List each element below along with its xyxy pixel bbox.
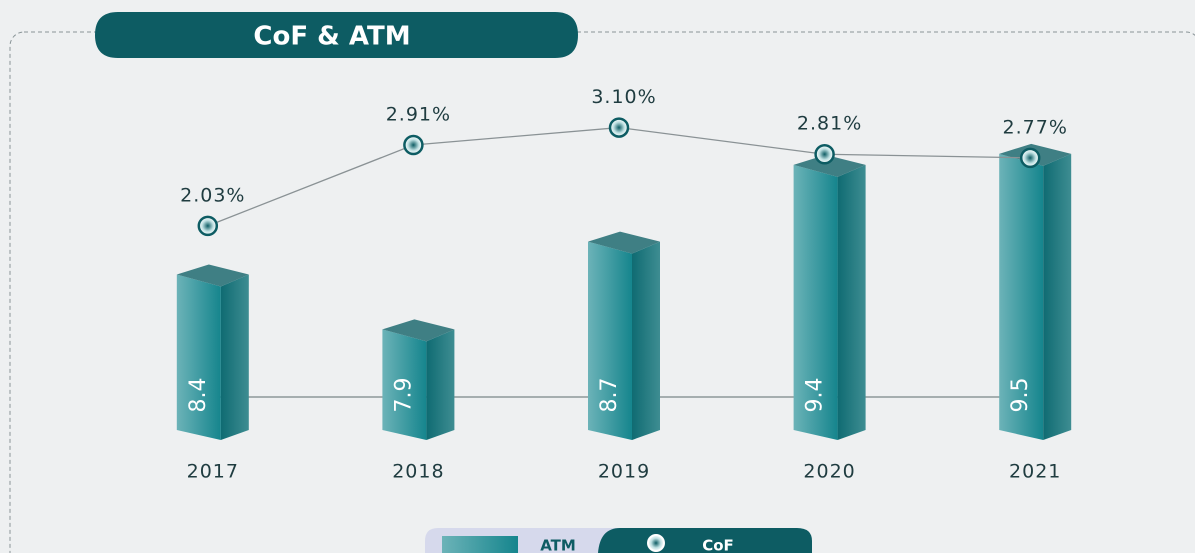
bar-3d [176,264,249,440]
legend-cof-icon [647,534,665,552]
chart-title: CoF & ATM [253,22,410,52]
bar-side [220,274,249,440]
frame [9,31,1195,553]
bar-front [176,274,221,440]
bar-3d [588,231,660,440]
bar-front [588,241,632,440]
cof-value-label: 2.81% [797,113,862,135]
cof-point [814,143,835,165]
bar-side [837,164,866,440]
bar-top [176,264,249,287]
cof-point [197,215,219,237]
x-tick-label: 2021 [1009,461,1061,483]
legend-atm-swatch [442,536,518,553]
x-tick-label: 2018 [392,461,444,483]
cof-value-label: 3.10% [591,86,656,108]
bar-value-label: 8.4 [186,378,211,413]
cof-point [608,117,630,138]
legend-label: ATM [540,537,576,553]
bar-side [426,329,455,440]
bar-front [999,153,1044,440]
cof-point [403,134,424,156]
bar-side [1043,153,1072,440]
bar-3d [382,319,455,440]
cof-value-label: 2.77% [1003,116,1068,138]
bar-value-label: 7.9 [391,378,416,413]
bar-value-label: 9.5 [1008,378,1033,413]
bar-top [382,319,455,342]
bar-front [382,329,427,440]
x-tick-label: 2020 [803,461,855,483]
cof-value-label: 2.91% [386,104,451,126]
legend: ATM CoF [425,528,812,553]
cof-point [1019,147,1041,169]
legend-label: CoF [702,537,734,553]
title-pill [95,12,578,58]
bar-top [588,231,660,254]
bar-top [793,154,866,177]
cof-value-label: 2.03% [180,184,245,206]
cof-line [207,126,1031,227]
x-tick-label: 2019 [598,461,650,483]
x-tick-label: 2017 [187,461,239,483]
bar-value-label: 9.4 [803,378,828,413]
bar-side [632,241,660,440]
bar-value-label: 8.7 [597,378,622,413]
bar-3d [793,154,866,440]
bar-3d [999,143,1072,440]
bar-front [793,164,838,440]
